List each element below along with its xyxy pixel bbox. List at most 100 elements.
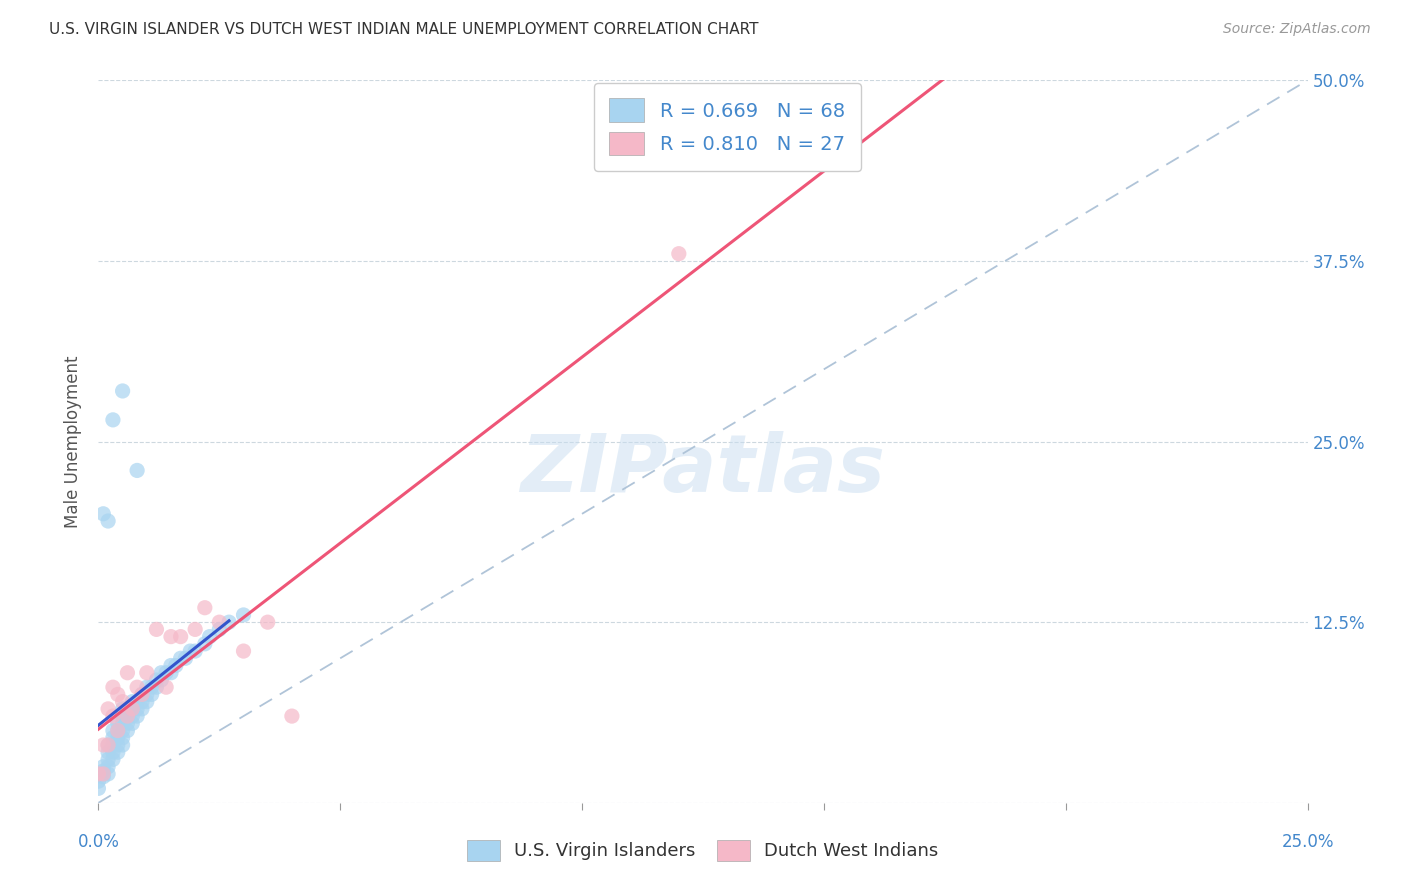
Point (194, 637, 217, 651)
Point (111, 695, 134, 709)
Point (107, 738, 129, 752)
Point (91, 760, 114, 774)
Point (135, 665, 157, 680)
Point (194, 600, 217, 615)
Point (121, 702, 143, 716)
Point (107, 723, 129, 738)
Point (131, 702, 153, 716)
Text: Source: ZipAtlas.com: Source: ZipAtlas.com (1223, 22, 1371, 37)
Point (97, 702, 120, 716)
Point (121, 709, 143, 723)
Point (101, 745, 124, 759)
Point (169, 651, 191, 665)
Point (145, 680, 167, 694)
Point (127, 463, 149, 477)
Point (184, 623, 207, 637)
Point (97, 514, 120, 528)
Point (117, 709, 139, 723)
Legend: R = 0.669   N = 68, R = 0.810   N = 27: R = 0.669 N = 68, R = 0.810 N = 27 (593, 83, 860, 171)
Point (145, 623, 167, 637)
Point (111, 731, 134, 745)
Point (169, 630, 191, 644)
Point (232, 644, 254, 658)
Point (107, 731, 129, 745)
Point (135, 680, 157, 694)
Point (121, 702, 143, 716)
Point (101, 680, 124, 694)
Point (97, 738, 120, 752)
Point (155, 680, 177, 694)
Point (107, 723, 129, 738)
Point (121, 716, 143, 731)
Point (160, 630, 183, 644)
Y-axis label: Male Unemployment: Male Unemployment (65, 355, 83, 528)
Point (91, 764, 114, 778)
Text: 0.0%: 0.0% (77, 833, 120, 851)
Point (135, 687, 157, 701)
Point (101, 413, 124, 427)
Point (97, 767, 120, 781)
Point (91, 767, 114, 781)
Point (111, 716, 134, 731)
Point (107, 716, 129, 731)
Point (97, 745, 120, 759)
Point (150, 665, 173, 680)
Point (160, 658, 183, 673)
Point (87, 774, 110, 789)
Point (107, 687, 129, 701)
Point (101, 731, 124, 745)
Point (97, 760, 120, 774)
Point (165, 658, 187, 673)
Point (131, 687, 153, 701)
Point (150, 673, 173, 687)
Point (111, 709, 134, 723)
Point (160, 665, 183, 680)
Point (117, 702, 139, 716)
Point (141, 680, 163, 694)
Point (179, 644, 201, 658)
Point (141, 687, 163, 701)
Point (111, 384, 134, 398)
Text: 25.0%: 25.0% (1281, 833, 1334, 851)
Point (145, 673, 167, 687)
Point (97, 752, 120, 766)
Point (208, 623, 231, 637)
Point (135, 695, 157, 709)
Point (208, 615, 231, 630)
Point (107, 745, 129, 759)
Point (101, 752, 124, 766)
Point (91, 507, 114, 521)
Point (117, 723, 139, 738)
Point (281, 709, 304, 723)
Point (127, 702, 149, 716)
Point (87, 781, 110, 796)
Point (91, 767, 114, 781)
Point (218, 615, 240, 630)
Point (97, 738, 120, 752)
Point (127, 680, 149, 694)
Point (101, 738, 124, 752)
Point (668, 246, 690, 260)
Point (117, 716, 139, 731)
Point (117, 709, 139, 723)
Point (184, 644, 207, 658)
Point (91, 738, 114, 752)
Point (127, 709, 149, 723)
Point (256, 615, 278, 630)
Text: U.S. VIRGIN ISLANDER VS DUTCH WEST INDIAN MALE UNEMPLOYMENT CORRELATION CHART: U.S. VIRGIN ISLANDER VS DUTCH WEST INDIA… (49, 22, 759, 37)
Point (111, 738, 134, 752)
Point (127, 695, 149, 709)
Text: ZIPatlas: ZIPatlas (520, 432, 886, 509)
Point (131, 687, 153, 701)
Legend: U.S. Virgin Islanders, Dutch West Indians: U.S. Virgin Islanders, Dutch West Indian… (458, 830, 948, 870)
Point (101, 723, 124, 738)
Point (87, 767, 110, 781)
Point (121, 695, 143, 709)
Point (117, 665, 139, 680)
Point (101, 709, 124, 723)
Point (174, 651, 197, 665)
Point (232, 607, 254, 622)
Point (155, 665, 177, 680)
Point (111, 702, 134, 716)
Point (131, 695, 153, 709)
